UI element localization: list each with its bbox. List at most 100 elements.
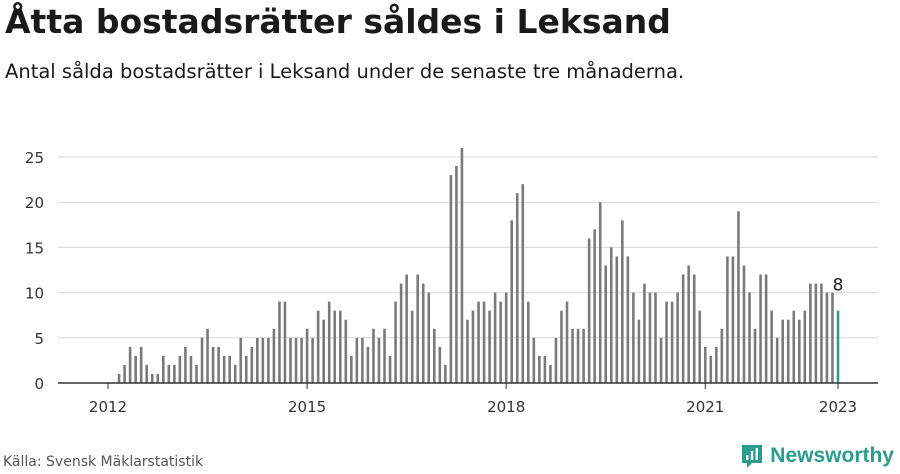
bar xyxy=(621,220,624,383)
bar xyxy=(134,355,137,383)
bar xyxy=(344,319,348,383)
bar xyxy=(405,274,408,383)
chart-subtitle: Antal sålda bostadsrätter i Leksand unde… xyxy=(5,60,685,83)
bar xyxy=(416,274,419,383)
bar xyxy=(150,373,154,383)
bar xyxy=(825,292,829,383)
bar xyxy=(162,355,165,383)
last-value-label: 8 xyxy=(833,276,844,296)
bar xyxy=(764,274,768,383)
bar xyxy=(173,364,176,383)
bar xyxy=(609,247,613,383)
bar xyxy=(814,283,818,383)
y-tick-label: 0 xyxy=(34,375,44,393)
bar xyxy=(670,301,674,383)
bar xyxy=(421,283,425,383)
bar xyxy=(355,337,359,383)
bar xyxy=(737,211,740,383)
bar xyxy=(139,346,143,383)
bar xyxy=(211,346,215,383)
bar xyxy=(410,310,414,383)
bar xyxy=(482,301,486,383)
bar xyxy=(460,147,464,383)
bar xyxy=(311,337,314,383)
bar xyxy=(831,292,834,383)
bar xyxy=(316,310,320,383)
bar xyxy=(333,310,337,383)
bar xyxy=(637,319,641,383)
bar xyxy=(145,364,149,383)
bar xyxy=(250,346,254,383)
bar xyxy=(471,310,475,383)
bar xyxy=(692,274,696,383)
bar xyxy=(720,328,724,383)
bar xyxy=(770,310,773,383)
bar xyxy=(372,328,375,383)
bar xyxy=(565,301,569,383)
bar xyxy=(604,265,608,383)
bar xyxy=(687,265,690,383)
bar xyxy=(615,256,619,383)
bar xyxy=(521,184,525,383)
bar xyxy=(681,274,685,383)
y-tick-label: 5 xyxy=(34,330,44,348)
bar xyxy=(797,319,801,383)
bar xyxy=(792,310,796,383)
bar xyxy=(305,328,309,383)
bar xyxy=(527,301,530,383)
x-tick-label: 2015 xyxy=(288,398,326,416)
bar xyxy=(775,337,779,383)
bar xyxy=(731,256,735,383)
bar xyxy=(515,193,519,383)
bar xyxy=(726,256,729,383)
bar xyxy=(659,337,663,383)
bar xyxy=(632,292,635,383)
bar xyxy=(189,355,193,383)
bar xyxy=(493,292,497,383)
bar xyxy=(504,292,508,383)
bar xyxy=(350,355,353,383)
bar xyxy=(394,301,397,383)
bar xyxy=(184,346,187,383)
bar xyxy=(383,328,386,383)
bar xyxy=(698,310,702,383)
source-note: Källa: Svensk Mäklarstatistik xyxy=(3,454,204,470)
bar xyxy=(715,346,718,383)
bar xyxy=(283,301,287,383)
bar xyxy=(432,328,436,383)
bar xyxy=(626,256,630,383)
bar xyxy=(239,337,243,383)
bar xyxy=(598,202,602,383)
bar xyxy=(549,364,552,383)
bar xyxy=(643,283,646,383)
bar xyxy=(820,283,823,383)
bar xyxy=(466,319,469,383)
newsworthy-logo-icon xyxy=(742,445,763,468)
bar xyxy=(803,310,807,383)
bar xyxy=(427,292,431,383)
bar xyxy=(327,301,331,383)
bar xyxy=(289,337,292,383)
bar xyxy=(267,337,270,383)
bar xyxy=(128,346,132,383)
bar xyxy=(488,310,491,383)
brand-name: Newsworthy xyxy=(770,444,894,467)
bar xyxy=(206,328,209,383)
bar xyxy=(593,229,596,383)
bar xyxy=(560,310,563,383)
y-tick-label: 15 xyxy=(25,239,44,257)
bar xyxy=(786,319,790,383)
bar xyxy=(244,355,248,383)
bar xyxy=(228,355,231,383)
bar xyxy=(554,337,558,383)
bar xyxy=(665,301,668,383)
bar xyxy=(178,355,182,383)
y-tick-label: 20 xyxy=(25,194,44,212)
bar xyxy=(222,355,226,383)
bar xyxy=(123,364,126,383)
bar xyxy=(499,301,502,383)
bar xyxy=(576,328,580,383)
bar xyxy=(455,166,458,383)
bar xyxy=(388,355,392,383)
chart-title: Åtta bostadsrätter såldes i Leksand xyxy=(5,2,671,41)
